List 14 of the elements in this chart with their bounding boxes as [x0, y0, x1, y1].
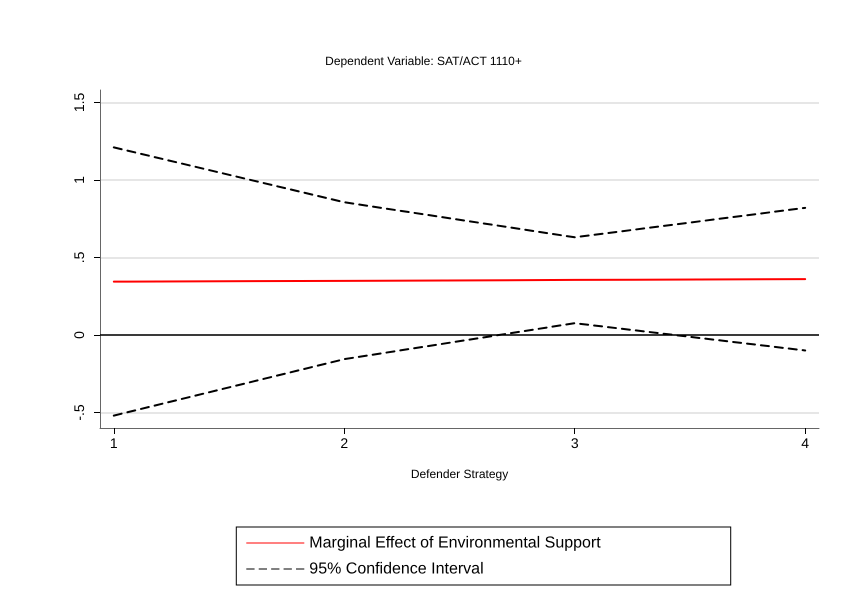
- y-tick-label: 1.5: [71, 92, 87, 112]
- chart-title: Dependent Variable: SAT/ACT 1110+: [325, 54, 522, 68]
- y-tick-label: -.5: [71, 404, 87, 421]
- y-tick-label: 0: [71, 330, 87, 339]
- x-tick-label: 1: [110, 435, 118, 451]
- line-series: [112, 146, 806, 238]
- y-tick-label: .5: [71, 251, 87, 264]
- x-tick-label: 4: [801, 435, 810, 451]
- legend-label: 95% Confidence Interval: [309, 560, 484, 578]
- legend-label: Marginal Effect of Environmental Support: [309, 534, 602, 552]
- x-tick-label: 2: [340, 435, 348, 451]
- x-axis-title: Defender Strategy: [410, 467, 508, 481]
- y-tick-label: 1: [71, 176, 87, 184]
- x-tick-label: 3: [570, 435, 579, 451]
